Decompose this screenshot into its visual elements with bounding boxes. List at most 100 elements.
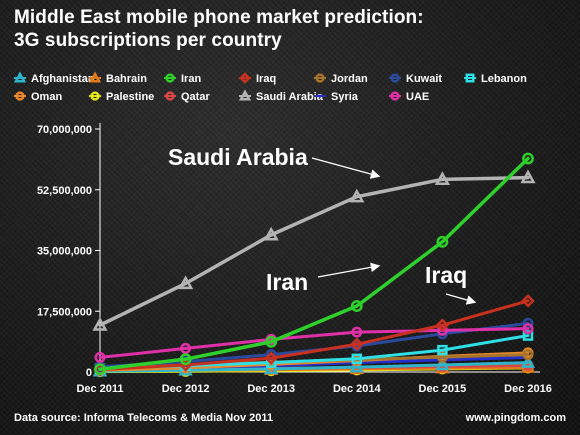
x-tick-label: Dec 2012 — [162, 383, 210, 395]
data-point — [434, 171, 451, 185]
legend-item-iran: Iran — [164, 73, 201, 85]
legend-label: Jordan — [331, 73, 368, 85]
legend-marker — [15, 91, 25, 101]
legend-label: Iraq — [256, 73, 276, 85]
annotation-arrow — [445, 293, 477, 305]
x-tick-label: Dec 2015 — [419, 383, 467, 395]
legend-label: Kuwait — [406, 73, 442, 85]
data-point — [94, 351, 106, 363]
legend-label: Palestine — [106, 91, 154, 103]
annotation-layer: Saudi Arabia Iran Iraq — [168, 144, 477, 305]
legend-marker — [13, 71, 27, 83]
x-tick-label: Dec 2014 — [333, 383, 382, 395]
y-tick-label: 52,500,000 — [37, 185, 92, 197]
axes: 0 17,500,000 35,000,000 52,500,000 70,000,00… — [37, 123, 552, 395]
legend-label: Syria — [331, 91, 359, 103]
data-point — [264, 351, 278, 365]
legend-marker — [90, 91, 100, 101]
series-saudi-arabia — [92, 169, 536, 331]
chart-title-line2: 3G subscriptions per country — [14, 30, 282, 51]
data-point — [522, 330, 534, 341]
data-point — [522, 152, 534, 165]
data-point — [436, 351, 448, 363]
annotation-arrow — [311, 157, 381, 179]
legend-marker — [238, 89, 252, 101]
legend-label: Oman — [31, 91, 62, 103]
legend-marker — [239, 72, 251, 84]
x-tick-label: Dec 2013 — [247, 383, 295, 395]
data-point — [351, 353, 363, 365]
legend-label: Afghanistan — [31, 73, 95, 85]
legend-item-palestine: Palestine — [89, 91, 154, 103]
annotation-arrow — [317, 262, 381, 278]
data-point — [520, 169, 536, 184]
legend-label: Saudi Arabia — [256, 91, 324, 103]
series-line — [98, 156, 530, 371]
legend-item-kuwait: Kuwait — [389, 73, 442, 85]
data-point — [180, 342, 192, 354]
data-point — [435, 357, 450, 371]
legend-item-jordan: Jordan — [314, 73, 368, 85]
legend-marker — [465, 73, 475, 83]
legend-label: Lebanon — [481, 73, 527, 85]
annotation-saudi-arabia: Saudi Arabia — [168, 144, 308, 170]
x-tick-label: Dec 2011 — [76, 383, 123, 395]
series-line — [98, 175, 530, 327]
data-point — [436, 235, 449, 248]
data-point — [521, 294, 535, 308]
legend-marker — [165, 73, 175, 83]
data-point — [349, 359, 364, 373]
y-tick-label: 35,000,000 — [37, 246, 92, 258]
data-point — [179, 353, 192, 366]
data-point — [92, 317, 108, 331]
data-point — [350, 300, 363, 312]
legend-marker — [315, 73, 325, 83]
series-layer — [92, 152, 536, 378]
legend-item-bahrain: Bahrain — [88, 71, 147, 85]
legend-marker — [165, 91, 175, 101]
data-point — [177, 275, 194, 290]
legend-marker — [390, 91, 400, 101]
data-point — [437, 344, 448, 356]
chart-title-line1: Middle East mobile phone market predicti… — [14, 7, 424, 28]
data-point — [263, 226, 279, 241]
data-point — [265, 335, 278, 348]
legend-marker — [318, 94, 322, 98]
data-point — [351, 326, 363, 338]
legend-item-syria: Syria — [314, 91, 359, 103]
data-point — [350, 337, 364, 351]
legend-marker — [88, 71, 102, 83]
legend-item-iraq: Iraq — [239, 72, 276, 85]
source-url: www.pingdom.com — [465, 412, 566, 424]
data-point — [349, 188, 365, 203]
legend-label: Qatar — [181, 91, 210, 103]
data-source-note: Data source: Informa Telecoms & Media No… — [14, 412, 273, 424]
y-tick-label: 0 — [86, 367, 92, 379]
data-point — [522, 323, 534, 335]
data-point — [520, 355, 536, 368]
data-point — [435, 318, 450, 332]
data-point — [522, 349, 534, 361]
legend-label: Bahrain — [106, 73, 147, 85]
legend-item-saudi-arabia: Saudi Arabia — [238, 89, 324, 103]
legend-label: Iran — [181, 73, 201, 85]
series-line — [98, 361, 530, 373]
legend-item-lebanon: Lebanon — [464, 73, 527, 85]
legend: Afghanistan Bahrain Iran Iraq Jordan Kuwait Le… — [13, 71, 527, 103]
series-line — [98, 327, 530, 359]
legend-item-oman: Oman — [14, 91, 62, 103]
x-tick-label: Dec 2016 — [504, 383, 552, 395]
series-line — [98, 299, 530, 372]
y-tick-label: 17,500,000 — [37, 306, 92, 318]
legend-item-uae: UAE — [389, 91, 429, 103]
series-uae — [94, 323, 534, 363]
y-tick-label: 70,000,000 — [37, 124, 92, 136]
legend-item-qatar: Qatar — [164, 91, 210, 103]
annotation-iraq: Iraq — [425, 262, 467, 288]
legend-label: UAE — [406, 91, 429, 103]
data-point — [94, 363, 106, 376]
annotation-iran: Iran — [266, 269, 308, 295]
legend-item-afghanistan: Afghanistan — [13, 71, 95, 85]
